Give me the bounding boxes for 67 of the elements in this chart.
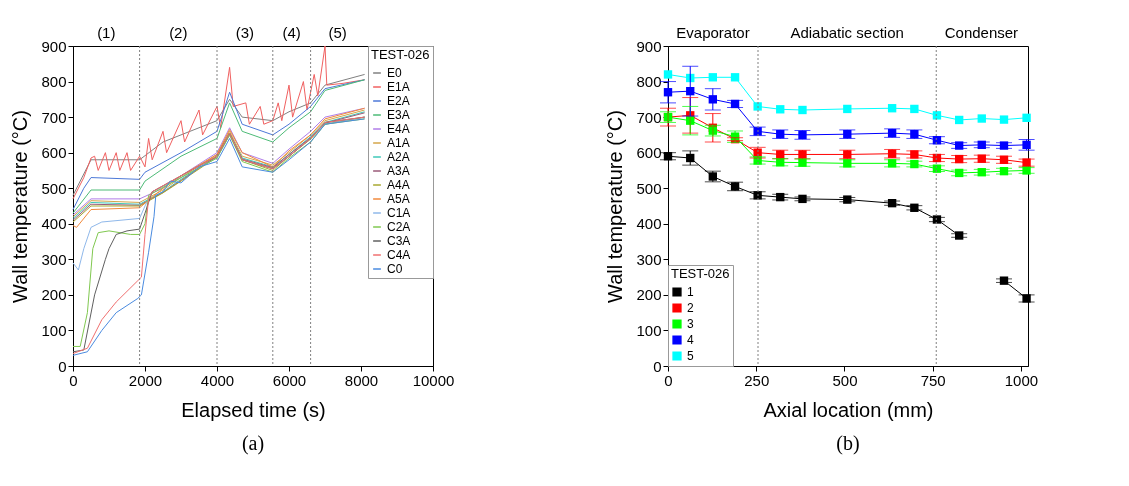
legend-label: 1: [687, 285, 694, 299]
x-axis-title: Elapsed time (s): [181, 398, 326, 421]
legend-label: A4A: [387, 178, 410, 192]
legend-label: A5A: [387, 192, 410, 206]
y-tick-label: 400: [636, 215, 662, 233]
y-tick-label: 0: [653, 357, 662, 375]
text: (5): [328, 24, 347, 41]
x-tick-label: 1000: [1004, 371, 1039, 389]
y-tick-label: 600: [41, 144, 67, 162]
y-tick-label: 400: [41, 215, 67, 233]
legend-label: 4: [687, 333, 694, 347]
y-tick-label: 300: [41, 250, 67, 268]
y-tick-label: 100: [41, 321, 67, 339]
y-tick-label: 900: [41, 37, 67, 55]
y-tick-label: 200: [636, 286, 662, 304]
y-tick-label: 700: [41, 108, 67, 126]
legend-title: TEST-026: [371, 47, 430, 62]
legend-label: E3A: [387, 108, 410, 122]
legend-label: 5: [687, 349, 694, 363]
y-tick-label: 300: [636, 250, 662, 268]
y-tick-label: 500: [41, 179, 67, 197]
y-tick-label: 700: [636, 108, 662, 126]
text: (2): [169, 24, 188, 41]
text: (a): [241, 432, 265, 455]
legend-label: A1A: [387, 136, 410, 150]
x-tick-label: 0: [664, 371, 673, 389]
text: Evaporator: [676, 24, 750, 41]
x-tick-label: 8000: [344, 371, 379, 389]
y-tick-label: 600: [636, 144, 662, 162]
y-tick-label: 800: [636, 73, 662, 91]
legend-label: 2: [687, 301, 694, 315]
text: (b): [836, 432, 860, 455]
legend-label: A3A: [387, 164, 410, 178]
x-tick-label: 0: [69, 371, 78, 389]
y-tick-label: 900: [636, 37, 662, 55]
text: (1): [97, 24, 116, 41]
legend-label: E0: [387, 66, 402, 80]
y-tick-label: 500: [636, 179, 662, 197]
y-tick-label: 0: [58, 357, 67, 375]
legend-label: E4A: [387, 122, 410, 136]
y-axis-title: Wall temperature (°C): [604, 110, 627, 303]
text: Condenser: [944, 24, 1019, 41]
y-tick-label: 200: [41, 286, 67, 304]
legend-label: C3A: [387, 234, 411, 248]
legend-label: C4A: [387, 248, 411, 262]
x-axis-title: Axial location (mm): [763, 398, 934, 421]
x-tick-label: 2000: [128, 371, 163, 389]
x-tick-label: 6000: [272, 371, 307, 389]
x-tick-label: 250: [744, 371, 770, 389]
legend-label: C2A: [387, 220, 411, 234]
legend-label: 3: [687, 317, 694, 331]
x-tick-label: 10000: [412, 371, 455, 389]
text: (4): [282, 24, 301, 41]
x-tick-label: 500: [832, 371, 858, 389]
x-tick-label: 4000: [200, 371, 235, 389]
y-axis-title: Wall temperature (°C): [9, 110, 32, 303]
text: (3): [235, 24, 255, 41]
legend-title: TEST-026: [671, 266, 730, 281]
legend-label: E1A: [387, 80, 410, 94]
legend-label: C0: [387, 262, 403, 276]
y-tick-label: 100: [636, 321, 662, 339]
y-tick-label: 800: [41, 73, 67, 91]
x-tick-label: 750: [920, 371, 946, 389]
legend-label: E2A: [387, 94, 410, 108]
text: Adiabatic section: [790, 24, 904, 41]
legend-label: C1A: [387, 206, 411, 220]
legend-label: A2A: [387, 150, 410, 164]
